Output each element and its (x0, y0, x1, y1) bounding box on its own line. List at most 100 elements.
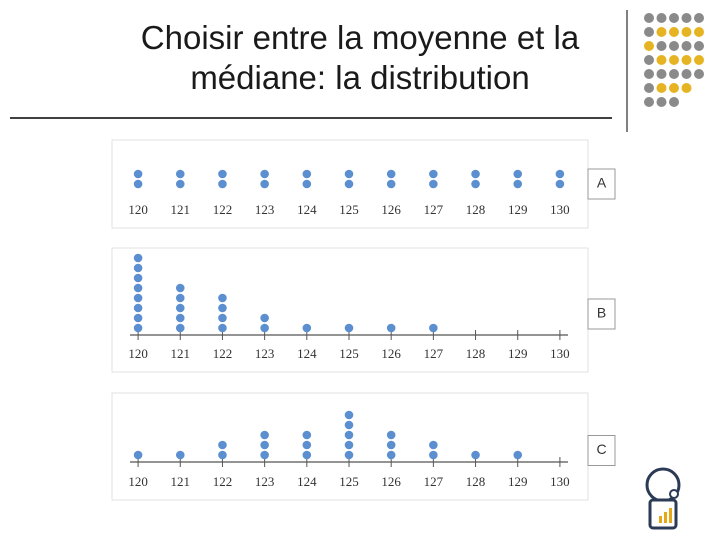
decor-dot (669, 97, 679, 107)
panel-label-box (587, 168, 616, 200)
x-tick-label: 121 (171, 346, 191, 361)
dot (429, 169, 438, 179)
dot (133, 293, 143, 303)
decor-dot (644, 97, 654, 107)
dot (133, 179, 143, 189)
panel-label: B (597, 305, 606, 321)
dot (344, 450, 354, 460)
dot (344, 323, 354, 333)
decor-dot (694, 55, 704, 65)
decor-dot (669, 55, 679, 65)
decor-dot (644, 83, 654, 93)
dot (260, 169, 269, 179)
decor-dot (694, 13, 704, 23)
x-tick-label: 123 (255, 202, 275, 217)
x-tick-label: 121 (171, 202, 191, 217)
x-tick-label: 124 (297, 346, 317, 361)
x-tick-label: 120 (128, 474, 148, 489)
dot (344, 410, 354, 420)
dot (133, 273, 143, 283)
decor-dot (669, 69, 679, 79)
dot (344, 179, 354, 189)
dot (302, 323, 312, 333)
dot (133, 283, 143, 293)
dot (218, 323, 227, 333)
x-tick-label: 124 (297, 474, 317, 489)
decor-dot (681, 55, 692, 65)
dot (429, 179, 438, 189)
dot (133, 323, 143, 333)
x-tick-label: 126 (381, 346, 401, 361)
x-tick-label: 120 (128, 346, 148, 361)
dot (260, 179, 269, 189)
decor-dot (656, 69, 667, 79)
x-tick-label: 125 (339, 474, 359, 489)
dot (344, 169, 354, 179)
slide-title: Choisir entre la moyenne et la médiane: … (140, 19, 580, 96)
x-tick-label: 122 (213, 202, 233, 217)
dot (260, 440, 269, 450)
dot (133, 169, 143, 179)
x-tick-label: 128 (466, 474, 486, 489)
x-tick-label: 125 (339, 346, 359, 361)
dot (175, 283, 185, 293)
x-tick-label: 129 (508, 474, 528, 489)
dot (218, 313, 227, 323)
x-tick-label: 126 (381, 202, 401, 217)
decor-dot (644, 55, 654, 65)
x-tick-label: 130 (550, 474, 570, 489)
dot (133, 313, 143, 323)
dot (386, 323, 396, 333)
logo (645, 467, 681, 530)
x-tick-label: 127 (424, 346, 444, 361)
dot (302, 169, 312, 179)
dot (260, 323, 269, 333)
dot (386, 450, 396, 460)
decor-dot (669, 41, 679, 51)
dot (175, 303, 185, 313)
dot (133, 450, 143, 460)
x-tick-label: 126 (381, 474, 401, 489)
x-tick-label: 127 (424, 202, 444, 217)
dot (386, 440, 396, 450)
x-tick-label: 123 (255, 346, 275, 361)
decor-dot (681, 27, 692, 37)
x-tick-label: 130 (550, 346, 570, 361)
x-tick-label: 122 (213, 346, 233, 361)
dot (471, 450, 480, 460)
dot (513, 169, 523, 179)
decor-dot (681, 83, 692, 93)
decor-dot (644, 69, 654, 79)
x-tick-label: 122 (213, 474, 233, 489)
dot (133, 253, 143, 263)
decor-dot (656, 83, 667, 93)
panel-label: C (596, 441, 606, 457)
dot (513, 450, 523, 460)
dot (260, 450, 269, 460)
decor-dot (644, 41, 654, 51)
x-tick-label: 120 (128, 202, 148, 217)
decor-dot (681, 69, 692, 79)
dot (386, 430, 396, 440)
dot (175, 169, 185, 179)
decor-dot (669, 27, 679, 37)
dot (386, 179, 396, 189)
dot (429, 440, 438, 450)
dot (302, 440, 312, 450)
panel-label-box (587, 435, 616, 466)
decor-dot (694, 27, 704, 37)
x-tick-label: 130 (550, 202, 570, 217)
dot (175, 179, 185, 189)
x-tick-label: 129 (508, 202, 528, 217)
x-tick-label: 125 (339, 202, 359, 217)
dot (218, 440, 227, 450)
dot (344, 430, 354, 440)
decor-dot (694, 41, 704, 51)
dot (218, 169, 227, 179)
x-tick-label: 129 (508, 346, 528, 361)
panel (111, 247, 589, 373)
decor-dot (669, 83, 679, 93)
dot (133, 303, 143, 313)
decor-dot (681, 41, 692, 51)
